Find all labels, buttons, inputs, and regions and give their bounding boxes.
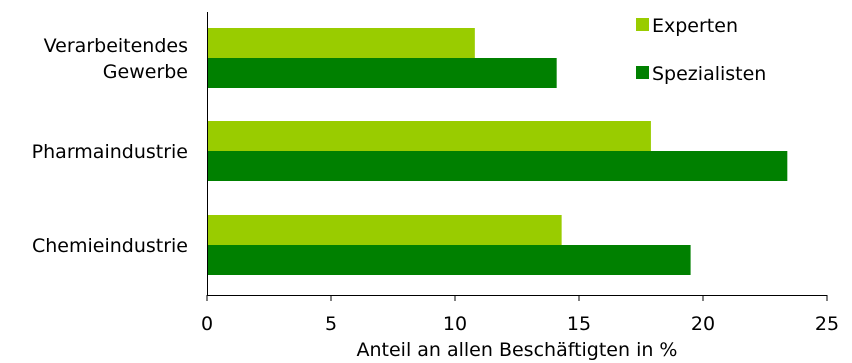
bar-experten-1 (207, 121, 651, 151)
legend: Experten Spezialisten (636, 15, 766, 85)
x-tick-label: 0 (201, 313, 213, 335)
bar-spezialisten-2 (207, 245, 691, 275)
category-label: Chemieindustrie (32, 235, 188, 257)
x-tick-label: 5 (325, 313, 337, 335)
x-tick-label: 20 (691, 313, 715, 335)
x-ticks: 0 5 10 15 20 25 (201, 295, 839, 335)
x-tick-label: 25 (815, 313, 839, 335)
legend-swatch-experten (636, 18, 649, 31)
legend-label-spezialisten: Spezialisten (652, 63, 766, 85)
x-axis-title: Anteil an allen Beschäftigten in % (356, 339, 677, 361)
legend-swatch-spezialisten (636, 66, 649, 79)
bar-spezialisten-0 (207, 58, 557, 88)
category-label: Gewerbe (103, 61, 188, 83)
bar-spezialisten-1 (207, 151, 788, 181)
bar-experten-0 (207, 28, 475, 58)
category-labels: Verarbeitendes Gewerbe Pharmaindustrie Chem… (32, 35, 188, 257)
bars-layer (207, 28, 788, 275)
x-tick-label: 10 (443, 313, 467, 335)
category-label: Verarbeitendes (44, 35, 188, 57)
legend-label-experten: Experten (652, 15, 738, 37)
x-tick-label: 15 (567, 313, 591, 335)
bar-experten-2 (207, 215, 562, 245)
category-label: Pharmaindustrie (32, 141, 188, 163)
